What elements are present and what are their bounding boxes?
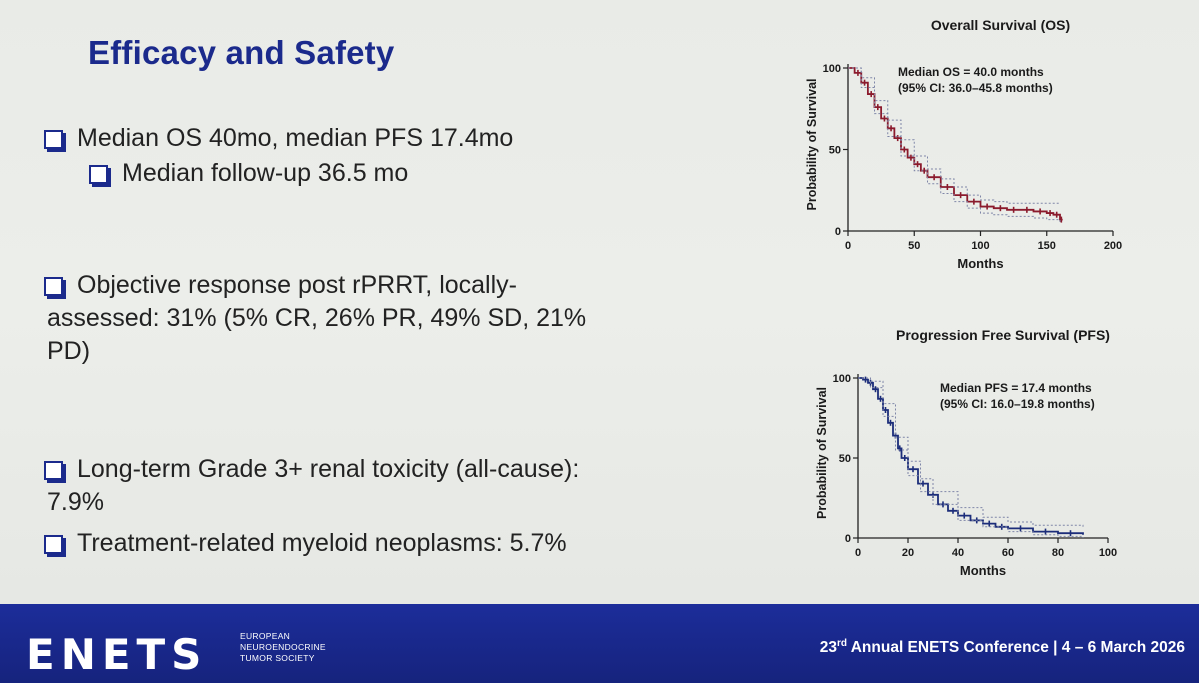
- os-x-tick-label: 50: [908, 240, 920, 252]
- bullet-myeloid-neoplasms: Treatment-related myeloid neoplasms: 5.7…: [44, 527, 567, 560]
- square-bullet-icon: [44, 277, 63, 296]
- slide: Efficacy and Safety Median OS 40mo, medi…: [0, 0, 1199, 604]
- bullet-line: Long-term Grade 3+ renal toxicity (all-c…: [77, 455, 580, 483]
- bullet-line: Objective response post rPRRT, locally-: [77, 271, 517, 299]
- pfs-x-axis-label: Months: [960, 563, 1006, 578]
- pfs-x-tick-label: 100: [1099, 547, 1117, 559]
- enets-logo: ENETS: [26, 630, 208, 679]
- pfs-chart-svg: Progression Free Survival (PFS) 0 50 100 0 20…: [815, 327, 1117, 578]
- pfs-y-tick-label: 50: [839, 453, 851, 465]
- square-bullet-icon: [89, 165, 108, 184]
- bullet-text: Median OS 40mo, median PFS 17.4mo: [77, 124, 514, 152]
- bullet-line: PD): [47, 337, 91, 365]
- pfs-x-tick-label: 60: [1002, 547, 1014, 559]
- os-x-tick-label: 200: [1104, 240, 1122, 252]
- os-ci-band-line: [848, 67, 1060, 204]
- slide-title: Efficacy and Safety: [88, 34, 395, 71]
- bullet-objective-response: Objective response post rPRRT, locally- …: [44, 269, 586, 368]
- os-x-tick-label: 100: [971, 240, 989, 252]
- pfs-x-tick-label: 20: [902, 547, 914, 559]
- square-bullet-icon: [44, 130, 63, 149]
- conf-ordinal-suffix: rd: [837, 638, 847, 649]
- os-y-tick-label: 50: [829, 145, 841, 157]
- pfs-x-tick-label: 40: [952, 547, 964, 559]
- os-y-tick-label: 100: [823, 63, 841, 75]
- bullet-median-os-pfs: Median OS 40mo, median PFS 17.4mo: [44, 122, 513, 155]
- pfs-chart-title: Progression Free Survival (PFS): [896, 327, 1110, 343]
- bullet-text: Objective response post rPRRT, locally- …: [47, 269, 586, 368]
- os-chart-title: Overall Survival (OS): [931, 17, 1070, 33]
- conf-ordinal-num: 23: [819, 639, 837, 657]
- pfs-survival-curve: [858, 377, 1084, 535]
- pfs-y-tick-label: 100: [833, 373, 851, 385]
- os-x-axis-label: Months: [957, 256, 1003, 271]
- conf-rest: Annual ENETS Conference | 4 – 6 March 20…: [847, 639, 1185, 657]
- bullet-median-follow-up: Median follow-up 36.5 mo: [89, 157, 408, 190]
- bullet-text: Treatment-related myeloid neoplasms: 5.7…: [77, 529, 567, 557]
- society-line: NEUROENDOCRINE: [240, 642, 326, 652]
- pfs-survival-chart: Progression Free Survival (PFS) 0 50 100 0 20…: [790, 318, 1150, 604]
- os-y-tick-label: 0: [835, 226, 841, 238]
- os-median-annotation: Median OS = 40.0 months: [898, 65, 1044, 79]
- os-y-axis-label: Probability of Survival: [805, 79, 819, 211]
- pfs-y-axis-label: Probability of Survival: [815, 387, 829, 519]
- bullet-text: Median follow-up 36.5 mo: [122, 159, 409, 187]
- footer-bar: ENETS EUROPEAN NEUROENDOCRINE TUMOR SOCI…: [0, 604, 1199, 683]
- pfs-median-annotation: Median PFS = 17.4 months: [940, 381, 1092, 395]
- os-ci-band-line: [848, 67, 1061, 223]
- os-survival-chart: Overall Survival (OS) 0 50 100 0 50 100 150 200 M…: [780, 8, 1140, 298]
- bullet-line: assessed: 31% (5% CR, 26% PR, 49% SD, 21…: [47, 304, 587, 332]
- pfs-y-tick-label: 0: [845, 533, 851, 545]
- bullet-line: 7.9%: [47, 488, 104, 516]
- conference-info: 23rd Annual ENETS Conference | 4 – 6 Mar…: [820, 638, 1185, 657]
- pfs-ci-band-line: [858, 377, 1084, 538]
- os-median-annotation: (95% CI: 36.0–45.8 months): [898, 81, 1053, 95]
- society-name: EUROPEAN NEUROENDOCRINE TUMOR SOCIETY: [240, 631, 380, 664]
- square-bullet-icon: [44, 535, 63, 554]
- bullet-text: Long-term Grade 3+ renal toxicity (all-c…: [47, 453, 580, 519]
- bullet-renal-toxicity: Long-term Grade 3+ renal toxicity (all-c…: [44, 453, 579, 519]
- os-x-tick-label: 0: [845, 240, 851, 252]
- society-line: EUROPEAN: [240, 631, 291, 641]
- pfs-median-annotation: (95% CI: 16.0–19.8 months): [940, 397, 1095, 411]
- os-chart-svg: Overall Survival (OS) 0 50 100 0 50 100 150 200 M…: [805, 17, 1122, 271]
- pfs-x-tick-label: 80: [1052, 547, 1064, 559]
- square-bullet-icon: [44, 461, 63, 480]
- pfs-x-tick-label: 0: [855, 547, 861, 559]
- os-x-tick-label: 150: [1038, 240, 1056, 252]
- society-line: TUMOR SOCIETY: [240, 653, 315, 663]
